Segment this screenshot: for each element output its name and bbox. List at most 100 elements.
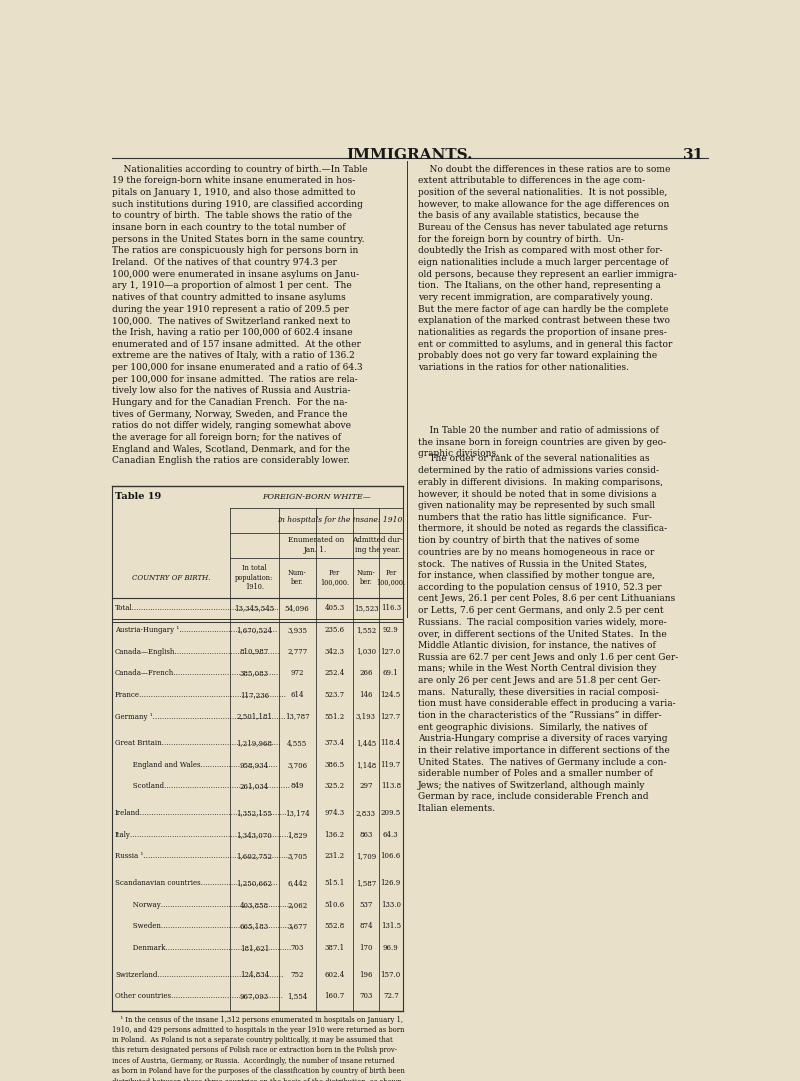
Text: 1,148: 1,148 bbox=[356, 761, 376, 769]
Text: 403,858: 403,858 bbox=[240, 900, 269, 909]
Text: 614: 614 bbox=[290, 691, 304, 699]
Text: 1,709: 1,709 bbox=[356, 853, 376, 860]
Text: 106.6: 106.6 bbox=[381, 853, 401, 860]
Text: 863: 863 bbox=[359, 830, 373, 839]
Text: 136.2: 136.2 bbox=[324, 830, 345, 839]
Text: Sweden…………………………………………………: Sweden………………………………………………… bbox=[126, 922, 294, 931]
Text: 551.2: 551.2 bbox=[324, 712, 345, 721]
Text: 2,833: 2,833 bbox=[356, 809, 376, 817]
Text: 1,219,968: 1,219,968 bbox=[236, 739, 272, 747]
Text: 92.9: 92.9 bbox=[383, 626, 398, 633]
Text: Italy……………………………………………………………: Italy…………………………………………………………… bbox=[115, 830, 292, 839]
Text: IMMIGRANTS.: IMMIGRANTS. bbox=[346, 148, 474, 162]
Text: Canada—French………………………………………: Canada—French……………………………………… bbox=[115, 669, 279, 678]
Text: 537: 537 bbox=[359, 900, 373, 909]
Text: 386.5: 386.5 bbox=[324, 761, 345, 769]
Text: Denmark………………………………………………: Denmark……………………………………………… bbox=[126, 944, 291, 952]
Text: Canada—English………………………………………: Canada—English……………………………………… bbox=[115, 648, 280, 655]
Text: 252.4: 252.4 bbox=[324, 669, 345, 678]
Text: 1,670,524: 1,670,524 bbox=[236, 626, 272, 633]
Text: Scandanavian countries……………………………: Scandanavian countries…………………………… bbox=[115, 879, 278, 888]
Text: 118.4: 118.4 bbox=[381, 739, 401, 747]
Text: 967,093: 967,093 bbox=[240, 992, 269, 1000]
Text: 515.1: 515.1 bbox=[324, 879, 345, 888]
Text: 2,501,181: 2,501,181 bbox=[236, 712, 272, 721]
Text: Great Britain……………………………………………: Great Britain…………………………………………… bbox=[115, 739, 281, 747]
Text: 127.0: 127.0 bbox=[381, 648, 401, 655]
Text: 665,183: 665,183 bbox=[240, 922, 269, 931]
Text: 523.7: 523.7 bbox=[324, 691, 345, 699]
Text: 405.3: 405.3 bbox=[324, 604, 345, 612]
Text: Admitted dur-
ing the year.: Admitted dur- ing the year. bbox=[352, 536, 403, 553]
Text: 297: 297 bbox=[359, 783, 373, 790]
Text: 3,705: 3,705 bbox=[287, 853, 307, 860]
Text: Russia ¹………………………………………………………: Russia ¹……………………………………………………… bbox=[115, 853, 290, 860]
Text: 196: 196 bbox=[359, 971, 373, 978]
Text: 261,034: 261,034 bbox=[240, 783, 269, 790]
Text: 181,621: 181,621 bbox=[240, 944, 269, 952]
Text: 31: 31 bbox=[683, 148, 705, 162]
Text: 703: 703 bbox=[290, 944, 304, 952]
Text: Norway…………………………………………………: Norway………………………………………………… bbox=[126, 900, 294, 909]
Text: 874: 874 bbox=[359, 922, 373, 931]
Text: Nationalities according to country of birth.—In Table
19 the foreign-born white : Nationalities according to country of bi… bbox=[112, 164, 368, 465]
Text: 1,030: 1,030 bbox=[356, 648, 376, 655]
Text: 1,250,662: 1,250,662 bbox=[236, 879, 272, 888]
Text: 72.7: 72.7 bbox=[383, 992, 398, 1000]
Text: 810,987: 810,987 bbox=[240, 648, 269, 655]
Text: No doubt the differences in these ratios are to some
extent attributable to diff: No doubt the differences in these ratios… bbox=[418, 164, 677, 372]
Text: In hospitals for the insane: 1910.: In hospitals for the insane: 1910. bbox=[277, 516, 405, 524]
Text: 15,523: 15,523 bbox=[354, 604, 378, 612]
Text: 1,552: 1,552 bbox=[356, 626, 376, 633]
Text: 117,236: 117,236 bbox=[240, 691, 269, 699]
Text: 266: 266 bbox=[359, 669, 373, 678]
Text: 127.7: 127.7 bbox=[381, 712, 401, 721]
Text: 64.3: 64.3 bbox=[383, 830, 398, 839]
Text: 157.0: 157.0 bbox=[381, 971, 401, 978]
Text: Scotland………………………………………………: Scotland……………………………………………… bbox=[126, 783, 290, 790]
Text: 1,602,752: 1,602,752 bbox=[236, 853, 272, 860]
Text: 209.5: 209.5 bbox=[381, 809, 401, 817]
Text: 170: 170 bbox=[359, 944, 373, 952]
Text: 3,193: 3,193 bbox=[356, 712, 376, 721]
Text: Total………………………………………………………: Total……………………………………………………… bbox=[115, 604, 279, 612]
Text: 6,442: 6,442 bbox=[287, 879, 307, 888]
Text: Austria-Hungary ¹……………………………………: Austria-Hungary ¹…………………………………… bbox=[115, 626, 277, 633]
Text: Enumerated on
Jan. 1.: Enumerated on Jan. 1. bbox=[288, 536, 344, 553]
Text: 54,096: 54,096 bbox=[285, 604, 310, 612]
Text: 116.3: 116.3 bbox=[381, 604, 401, 612]
Text: In total
population:
1910.: In total population: 1910. bbox=[235, 563, 274, 591]
Text: 13,345,545: 13,345,545 bbox=[234, 604, 274, 612]
Text: 703: 703 bbox=[359, 992, 373, 1000]
Text: 69.1: 69.1 bbox=[383, 669, 398, 678]
Text: France………………………………………………………: France……………………………………………………… bbox=[115, 691, 287, 699]
Text: Per
100,000.: Per 100,000. bbox=[320, 569, 349, 586]
Text: 1,587: 1,587 bbox=[356, 879, 376, 888]
Text: Num-
ber.: Num- ber. bbox=[288, 569, 306, 586]
Text: Num-
ber.: Num- ber. bbox=[357, 569, 375, 586]
Text: Germany ¹…………………………………………………: Germany ¹………………………………………………… bbox=[115, 712, 286, 721]
Text: 3,677: 3,677 bbox=[287, 922, 307, 931]
Text: 146: 146 bbox=[359, 691, 373, 699]
Text: 510.6: 510.6 bbox=[324, 900, 345, 909]
Text: 385,083: 385,083 bbox=[240, 669, 269, 678]
Text: 373.4: 373.4 bbox=[324, 739, 344, 747]
Text: 325.2: 325.2 bbox=[324, 783, 345, 790]
Text: 96.9: 96.9 bbox=[383, 944, 398, 952]
Text: Per
100,000.: Per 100,000. bbox=[376, 569, 406, 586]
Text: 972: 972 bbox=[290, 669, 304, 678]
Text: 849: 849 bbox=[290, 783, 304, 790]
Text: 2,062: 2,062 bbox=[287, 900, 307, 909]
Text: 1,445: 1,445 bbox=[356, 739, 376, 747]
Text: 124.5: 124.5 bbox=[381, 691, 401, 699]
Text: Other countries…………………………………………: Other countries………………………………………… bbox=[115, 992, 283, 1000]
Text: 1,343,070: 1,343,070 bbox=[237, 830, 272, 839]
Text: 1,829: 1,829 bbox=[287, 830, 307, 839]
Text: 1,352,155: 1,352,155 bbox=[237, 809, 272, 817]
Text: COUNTRY OF BIRTH.: COUNTRY OF BIRTH. bbox=[132, 574, 210, 582]
Text: 342.3: 342.3 bbox=[324, 648, 344, 655]
Text: 13,174: 13,174 bbox=[285, 809, 310, 817]
Text: 3,935: 3,935 bbox=[287, 626, 307, 633]
Text: 752: 752 bbox=[290, 971, 304, 978]
Text: 231.2: 231.2 bbox=[324, 853, 345, 860]
